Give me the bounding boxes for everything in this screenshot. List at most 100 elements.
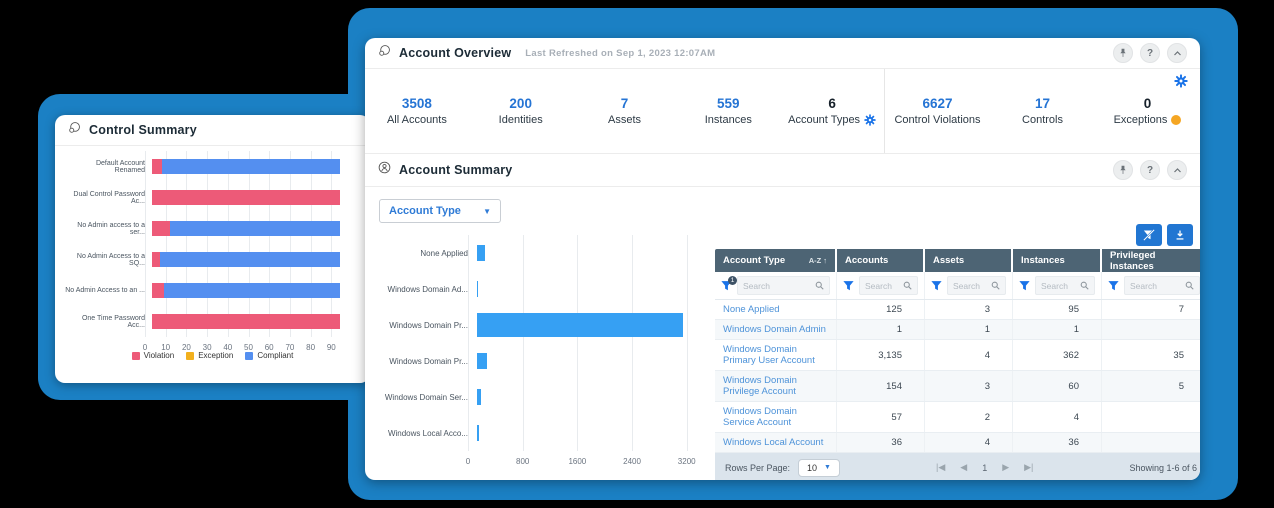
prev-page-button[interactable]: ◀ <box>960 462 967 473</box>
help-button[interactable]: ? <box>1140 160 1160 180</box>
chart-bar[interactable] <box>477 389 481 405</box>
last-page-button[interactable]: ▶| <box>1024 462 1033 473</box>
clear-filters-button[interactable] <box>1136 224 1162 246</box>
column-header-accounts[interactable]: Accounts <box>837 249 925 272</box>
search-input-accounts[interactable]: Search <box>859 276 918 295</box>
x-tick-label: 30 <box>203 343 212 352</box>
chart-bar-track <box>152 306 360 337</box>
settings-gear-icon[interactable] <box>1174 74 1188 88</box>
bar-segment-compliant[interactable] <box>164 283 340 298</box>
x-tick-label: 90 <box>327 343 336 352</box>
table-footer: Rows Per Page:10▼|◀◀1▶▶|Showing 1-6 of 6 <box>715 453 1200 480</box>
chart-bar[interactable] <box>477 313 683 337</box>
cell-accounts: 36 <box>837 433 925 452</box>
filter-funnel-icon[interactable] <box>843 280 854 291</box>
x-tick-label: 70 <box>285 343 294 352</box>
search-input-assets[interactable]: Search <box>947 276 1006 295</box>
cell-accounts: 57 <box>837 402 925 432</box>
sort-indicator[interactable]: A-Z↑ <box>809 256 827 265</box>
bar-segment-violation[interactable] <box>152 190 340 205</box>
column-header-privileged[interactable]: Privileged Instances <box>1102 249 1200 272</box>
dashboard-stage: Control Summary Default Account RenamedD… <box>0 0 1274 508</box>
rows-per-page-select[interactable]: 10▼ <box>798 459 840 477</box>
chart-bar[interactable] <box>477 353 487 369</box>
table-row: Windows Domain Privilege Account1543605 <box>715 371 1200 402</box>
search-placeholder: Search <box>743 281 770 291</box>
cell-account_type[interactable]: Windows Local Account <box>715 433 837 452</box>
stat-label: Account Types <box>780 114 884 126</box>
pin-button[interactable] <box>1113 43 1133 63</box>
chart-bar-track <box>477 235 713 271</box>
next-page-button[interactable]: ▶ <box>1002 462 1009 473</box>
account-type-dropdown[interactable]: Account Type ▼ <box>379 199 501 223</box>
legend-swatch <box>132 352 140 360</box>
bar-segment-violation[interactable] <box>152 252 160 267</box>
legend-label: Compliant <box>257 351 293 360</box>
chart-bar[interactable] <box>477 425 479 441</box>
search-input-instances[interactable]: Search <box>1035 276 1095 295</box>
cell-instances: 36 <box>1013 433 1102 452</box>
bar-segment-violation[interactable] <box>152 314 340 329</box>
stat-value: 7 <box>573 96 677 111</box>
table-row: None Applied1253957 <box>715 300 1200 320</box>
filter-cell-accounts: Search <box>837 272 925 299</box>
chart-bar[interactable] <box>477 281 478 297</box>
filter-funnel-icon[interactable] <box>931 280 942 291</box>
cell-instances: 95 <box>1013 300 1102 319</box>
pin-button[interactable] <box>1113 160 1133 180</box>
overview-stat[interactable]: 559Instances <box>676 96 780 126</box>
filter-funnel-icon[interactable] <box>1108 280 1119 291</box>
bar-segment-violation[interactable] <box>152 283 164 298</box>
x-tick-label: 20 <box>182 343 191 352</box>
current-page[interactable]: 1 <box>982 463 987 473</box>
cell-account_type[interactable]: None Applied <box>715 300 837 319</box>
legend-label: Violation <box>144 351 175 360</box>
x-tick-label: 0 <box>466 457 470 466</box>
download-button[interactable] <box>1167 224 1193 246</box>
column-header-account_type[interactable]: Account TypeA-Z↑ <box>715 249 837 272</box>
showing-count: Showing 1-6 of 6 <box>1129 463 1197 473</box>
overview-stat[interactable]: 7Assets <box>573 96 677 126</box>
overview-stat[interactable]: 6Account Types <box>780 96 884 126</box>
collapse-button[interactable] <box>1167 43 1187 63</box>
help-button[interactable]: ? <box>1140 43 1160 63</box>
search-input-account_type[interactable]: Search <box>737 276 830 295</box>
collapse-button[interactable] <box>1167 160 1187 180</box>
cell-account_type[interactable]: Windows Domain Service Account <box>715 402 837 432</box>
chart-row: Default Account Renamed <box>65 151 360 182</box>
column-header-instances[interactable]: Instances <box>1013 249 1102 272</box>
chart-bar[interactable] <box>477 245 485 261</box>
overview-stat[interactable]: 200Identities <box>469 96 573 126</box>
chart-bar-track <box>477 415 713 451</box>
controls-stat[interactable]: 0Exceptions <box>1095 96 1200 126</box>
table-filter-row: 1 Search Search Search Search Search <box>715 272 1200 300</box>
controls-stat[interactable]: 17Controls <box>990 96 1095 126</box>
cell-account_type[interactable]: Windows Domain Primary User Account <box>715 340 837 370</box>
last-refreshed-text: Last Refreshed on Sep 1, 2023 12:07AM <box>525 48 715 59</box>
account-summary-chart: None AppliedWindows Domain Ad...Windows … <box>373 235 713 475</box>
gear-icon[interactable] <box>864 114 876 126</box>
overview-stat[interactable]: 3508All Accounts <box>365 96 469 126</box>
bar-segment-violation[interactable] <box>152 221 170 236</box>
first-page-button[interactable]: |◀ <box>936 462 945 473</box>
controls-stat[interactable]: 6627Control Violations <box>885 96 990 126</box>
stat-label: Identities <box>469 114 573 126</box>
filter-funnel-icon[interactable]: 1 <box>721 280 732 291</box>
bar-segment-compliant[interactable] <box>160 252 340 267</box>
cell-instances: 4 <box>1013 402 1102 432</box>
x-tick-label: 80 <box>306 343 315 352</box>
bar-segment-compliant[interactable] <box>162 159 340 174</box>
bar-segment-violation[interactable] <box>152 159 162 174</box>
cell-account_type[interactable]: Windows Domain Admin <box>715 320 837 339</box>
cell-account_type[interactable]: Windows Domain Privilege Account <box>715 371 837 401</box>
stat-label: Exceptions <box>1095 114 1200 126</box>
control-summary-title: Control Summary <box>89 123 197 137</box>
filter-funnel-icon[interactable] <box>1019 280 1030 291</box>
search-icon <box>903 281 912 290</box>
cell-privileged <box>1102 433 1200 452</box>
stat-label: Controls <box>990 114 1095 126</box>
account-overview-header: Account Overview Last Refreshed on Sep 1… <box>365 38 1200 69</box>
bar-segment-compliant[interactable] <box>170 221 340 236</box>
search-input-privileged[interactable]: Search <box>1124 276 1200 295</box>
column-header-assets[interactable]: Assets <box>925 249 1013 272</box>
